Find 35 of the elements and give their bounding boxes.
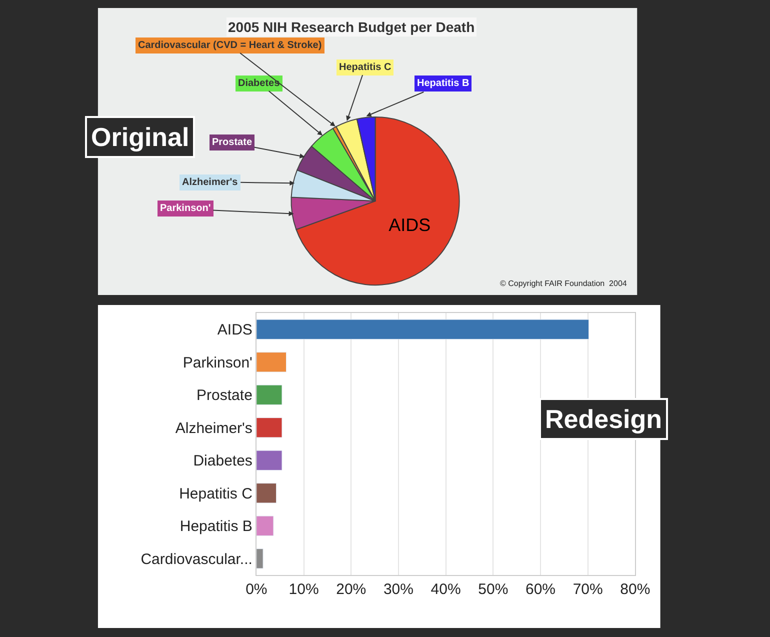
y-tick-label: Hepatitis C <box>179 485 253 502</box>
bar <box>256 418 282 438</box>
x-tick-label: 30% <box>383 581 414 598</box>
bar <box>256 548 264 569</box>
y-tick-label: Hepatitis B <box>180 518 252 536</box>
bar <box>256 483 277 504</box>
text: Original <box>91 122 190 152</box>
bar <box>256 516 274 536</box>
y-tick-label: Parkinson' <box>182 354 253 372</box>
chart-title: 2005 NIH Research Budget per Death <box>228 19 475 35</box>
y-tick-label: Prostate <box>196 387 252 404</box>
slice-label: Hepatitis C <box>339 62 392 73</box>
y-tick-label: Diabetes <box>193 452 252 470</box>
slice-label: Parkinson' <box>160 203 211 214</box>
x-tick-label: 60% <box>525 581 556 598</box>
bar <box>256 450 282 470</box>
bar <box>256 319 590 340</box>
x-tick-label: 10% <box>288 581 319 598</box>
x-tick-label: 50% <box>478 581 508 598</box>
slice-label: Cardiovascular (CVD = Heart & Stroke) <box>138 40 322 51</box>
x-tick-label: 20% <box>336 581 366 598</box>
x-tick-label: 70% <box>572 581 603 598</box>
annotation: Redesign <box>545 404 662 434</box>
bar <box>256 384 282 405</box>
y-tick-label: Cardiovascular... <box>140 550 252 568</box>
bar <box>256 352 287 372</box>
x-tick-label: 40% <box>430 581 461 598</box>
y-tick-label: Alzheimer's <box>175 420 252 437</box>
slice-label: Diabetes <box>238 78 280 89</box>
text: © Copyright FAIR Foundation 2004 <box>500 279 628 288</box>
slice-label: AIDS <box>388 215 431 236</box>
y-tick-label: AIDS <box>217 322 252 339</box>
x-tick-label: 80% <box>620 581 650 598</box>
x-tick-label: 0% <box>246 581 268 598</box>
slice-label: Hepatitis B <box>417 78 470 89</box>
